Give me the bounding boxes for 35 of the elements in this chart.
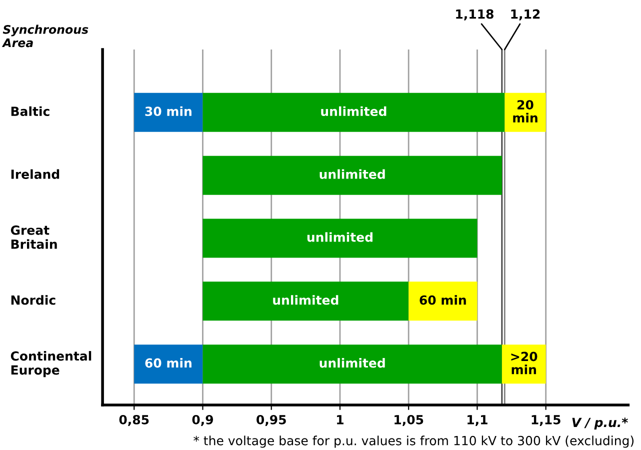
annotation: 60 min — [145, 358, 192, 368]
annotation: unlimited — [320, 169, 385, 179]
x-tick-label: 0,95 — [256, 414, 286, 426]
annotation: unlimited — [307, 232, 372, 242]
bar — [134, 92, 203, 132]
x-tick-label: 1,1 — [468, 415, 488, 426]
bar — [202, 344, 502, 384]
bar — [202, 156, 502, 195]
y-tick-label: Great Britain — [10, 225, 57, 249]
x-tick-label: 0,85 — [119, 414, 149, 426]
bar — [134, 344, 203, 384]
bar — [202, 282, 409, 321]
x-tick-label: 1,15 — [532, 415, 560, 426]
x-tick-label: 0,9 — [192, 414, 214, 426]
x-tick-label: 1 — [337, 415, 344, 424]
annotation: >20 min — [511, 352, 538, 374]
bar — [202, 218, 478, 258]
y-tick-label: Continental Europe — [10, 351, 92, 378]
annotation: unlimited — [320, 358, 385, 368]
ref-line-label: 1,118 — [456, 9, 494, 20]
annotation: 30 min — [145, 106, 192, 116]
y-axis-title: Synchronous Area — [2, 24, 88, 48]
text: * the voltage base for p.u. values is from 110 kV to 300 kV (excluding) — [194, 436, 634, 448]
x-axis-title: V / p.u.* — [572, 418, 628, 430]
annotation: unlimited — [321, 106, 386, 116]
annotation: unlimited — [273, 295, 338, 305]
bar — [202, 92, 505, 132]
annotation: 60 min — [420, 295, 466, 305]
y-tick-label: Baltic — [11, 106, 50, 116]
x-tick-label: 1,05 — [394, 414, 424, 426]
y-tick-label: Nordic — [11, 295, 56, 305]
annotation: 20 min — [513, 100, 538, 122]
bar — [408, 282, 478, 321]
ref-line-label: 1,12 — [511, 9, 540, 20]
y-tick-label: Ireland — [11, 169, 60, 179]
